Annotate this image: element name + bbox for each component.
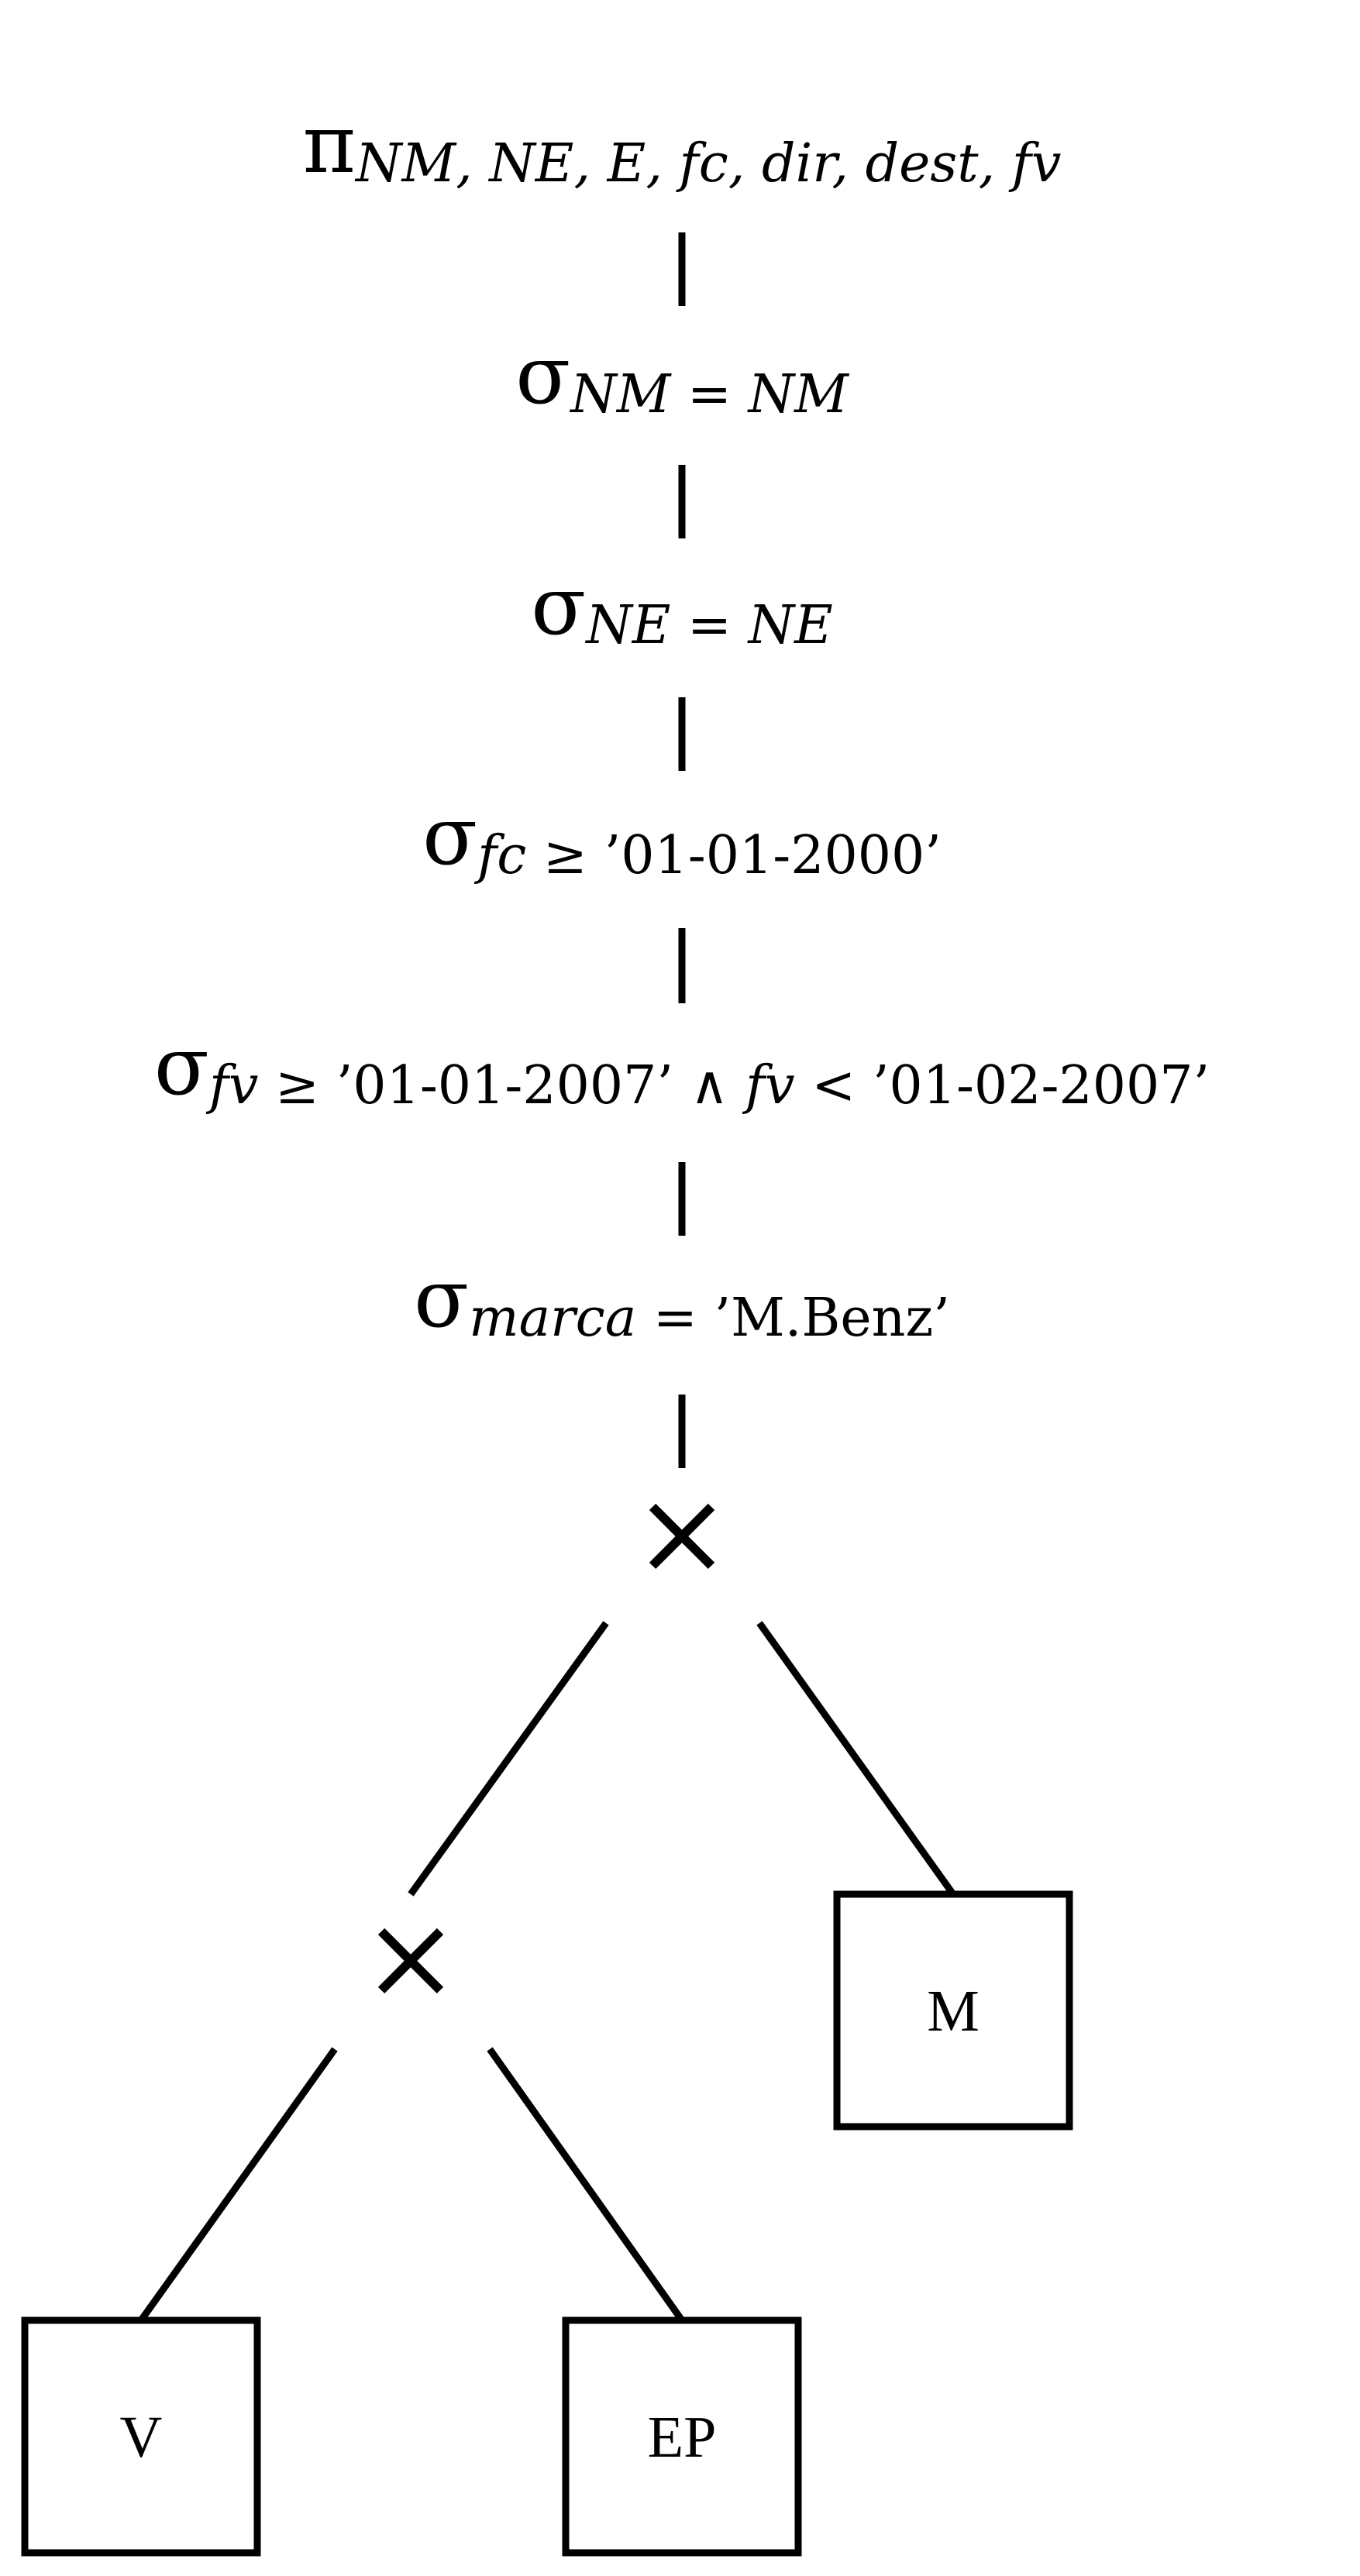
selection-marca-symbol: σ [414, 1251, 469, 1346]
relation-v-label: V [120, 2405, 163, 2470]
selection-fv-attribute-1: fv [205, 1055, 259, 1116]
selection-nm-condition: NM = NM [569, 364, 850, 425]
selection-fc-node: σfc ≥ ’01-01-2000’ [422, 789, 942, 886]
edge-product-bottom-relation-v [138, 2047, 338, 2323]
selection-fc-value: ’01-01-2000’ [604, 825, 942, 886]
selection-fc-symbol: σ [422, 789, 477, 883]
relation-ep-node: EP [562, 2316, 802, 2557]
relation-v-node: V [21, 2316, 261, 2557]
selection-fc-attribute: fc [473, 825, 526, 886]
selection-fv-operator-2: < [795, 1055, 873, 1116]
relation-m-label: M [927, 1979, 980, 2044]
product-top-node: × [633, 1466, 731, 1601]
product-bottom-node: × [362, 1890, 460, 2025]
selection-fv-operator-1: ≥ [258, 1055, 336, 1116]
selection-marca-operator: = [636, 1288, 714, 1349]
selection-marca-value: ’M.Benz’ [714, 1288, 950, 1349]
selection-fv-and: ∧ [673, 1055, 745, 1116]
edge-product-top-product-bottom [408, 1621, 609, 1897]
selection-fc-operator: ≥ [526, 825, 604, 886]
selection-fv-symbol: σ [154, 1019, 209, 1113]
selection-fv-value-1: ’01-01-2007’ [336, 1055, 673, 1116]
selection-nm-symbol: σ [515, 328, 570, 422]
selection-marca-attribute: marca [469, 1288, 636, 1349]
relation-m-node: M [833, 1890, 1073, 2131]
selection-fv-node: σfv ≥ ’01-01-2007’ ∧ fv < ’01-02-2007’ [154, 1019, 1210, 1116]
selection-fv-attribute-2: fv [742, 1055, 795, 1116]
selection-ne-node: σNE = NE [531, 559, 832, 656]
edge-product-bottom-relation-ep [487, 2047, 685, 2323]
selection-nm-node: σNM = NM [515, 328, 850, 425]
projection-symbol: π [303, 97, 356, 191]
selection-ne-condition: NE = NE [584, 595, 832, 656]
selection-fv-value-2: ’01-02-2007’ [873, 1055, 1210, 1116]
relation-ep-label: EP [648, 2405, 717, 2470]
edge-product-top-relation-m [756, 1621, 956, 1897]
selection-marca-node: σmarca = ’M.Benz’ [414, 1251, 950, 1349]
selection-ne-symbol: σ [531, 559, 586, 653]
projection-node: πNM, NE, E, fc, dir, dest, fv [303, 97, 1062, 194]
projection-attributes: NM, NE, E, fc, dir, dest, fv [354, 133, 1061, 194]
